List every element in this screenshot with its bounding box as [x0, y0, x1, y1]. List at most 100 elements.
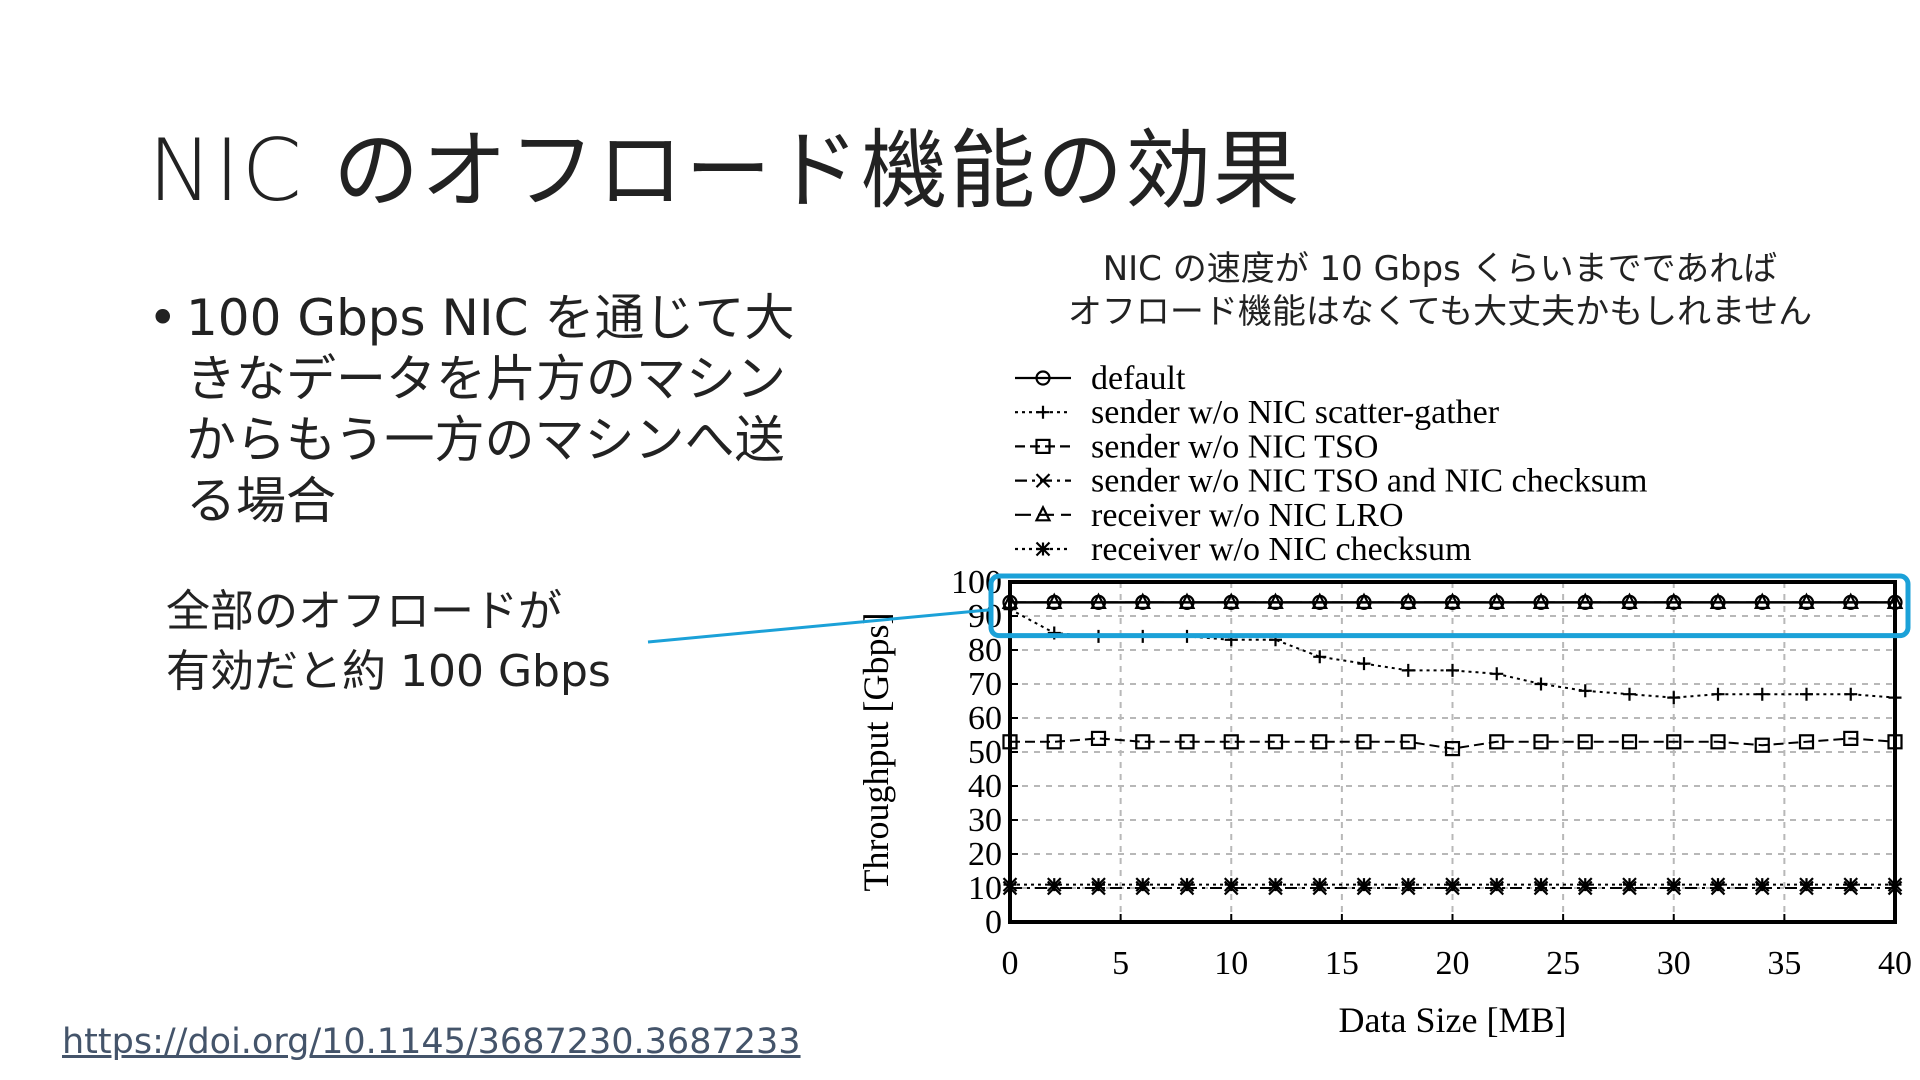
- data-point: [1534, 677, 1548, 691]
- data-point: [1357, 657, 1371, 671]
- data-point: [1709, 592, 1727, 610]
- data-point: [1799, 877, 1814, 892]
- data-point: [1399, 592, 1417, 610]
- data-point: [1843, 877, 1859, 892]
- data-point: [1312, 877, 1328, 892]
- data-point: [1754, 737, 1770, 753]
- data-point: [1798, 592, 1815, 610]
- data-point: [1622, 877, 1637, 892]
- data-point: [1754, 877, 1770, 892]
- x-tick-label: 15: [1325, 945, 1359, 982]
- data-point: [1179, 734, 1195, 750]
- data-point: [1666, 734, 1682, 750]
- data-point: [1090, 730, 1107, 747]
- series-line: [1010, 737, 1896, 750]
- bullet-list: 100 Gbps NIC を通じて大きなデータを片方のマシンからもう一方のマシン…: [148, 288, 808, 532]
- legend-label: sender w/o NIC scatter-gather: [1091, 394, 1500, 431]
- highlight-box: [988, 573, 1911, 639]
- y-tick-label: 10: [968, 870, 1002, 907]
- plot-frame: [1008, 580, 1897, 924]
- data-point: [1223, 877, 1239, 892]
- data-point: [1843, 730, 1859, 747]
- callout-line-2: 有効だと約 100 Gbps: [166, 646, 611, 697]
- y-tick-label: 0: [985, 904, 1002, 941]
- data-point: [1091, 877, 1106, 892]
- data-point: [1311, 592, 1329, 610]
- data-point: [1577, 734, 1593, 750]
- data-point: [1667, 691, 1681, 705]
- data-point: [1046, 734, 1062, 750]
- data-point: [1135, 877, 1151, 892]
- data-point: [1446, 663, 1459, 677]
- data-point: [1312, 734, 1328, 750]
- data-point: [1313, 650, 1327, 664]
- y-tick-label: 20: [968, 836, 1002, 873]
- legend-marker: [1036, 405, 1050, 419]
- data-point: [1621, 592, 1638, 610]
- legend-marker: [1034, 504, 1052, 522]
- data-point: [1532, 592, 1550, 610]
- x-tick-label: 30: [1657, 945, 1691, 982]
- data-point: [1755, 687, 1769, 701]
- data-point: [1090, 592, 1107, 610]
- data-point: [1800, 687, 1813, 701]
- y-tick-label: 60: [968, 700, 1002, 737]
- data-point: [1577, 877, 1593, 892]
- legend-label: sender w/o NIC TSO: [1091, 428, 1378, 465]
- y-tick-label: 100: [951, 564, 1002, 601]
- x-tick-label: 35: [1767, 945, 1801, 982]
- data-point: [1445, 877, 1460, 892]
- data-point: [1489, 734, 1505, 750]
- doi-link[interactable]: https://doi.org/10.1145/3687230.3687233: [62, 1022, 801, 1062]
- y-tick-label: 80: [968, 632, 1002, 669]
- data-point: [1710, 734, 1726, 750]
- data-point: [1621, 734, 1638, 750]
- legend-marker: [1035, 438, 1051, 454]
- x-tick-label: 5: [1112, 945, 1129, 982]
- callout-line-1: 全部のオフロードが: [166, 586, 562, 637]
- data-point: [1222, 592, 1240, 610]
- x-tick-label: 0: [1002, 945, 1019, 982]
- data-point: [1046, 877, 1062, 892]
- chart-note-line-1: NIC の速度が 10 Gbps くらいまでであれば: [1102, 249, 1778, 289]
- x-tick-label: 20: [1436, 945, 1470, 982]
- data-point: [1178, 592, 1196, 610]
- x-tick-label: 10: [1214, 945, 1248, 982]
- data-point: [1400, 734, 1416, 750]
- y-tick-label: 30: [968, 802, 1002, 839]
- data-point: [1490, 667, 1504, 681]
- data-point: [1710, 877, 1726, 892]
- data-point: [1267, 592, 1284, 610]
- chart-note-line-2: オフロード機能はなくても大丈夫かもしれません: [1067, 292, 1813, 332]
- data-point: [1135, 734, 1151, 750]
- data-point: [1179, 877, 1195, 892]
- data-point: [1489, 877, 1505, 892]
- data-point: [1401, 663, 1415, 677]
- data-point: [1356, 877, 1372, 892]
- data-point: [1576, 592, 1594, 610]
- callout-text: 全部のオフロードが 有効だと約 100 Gbps: [166, 582, 611, 702]
- data-point: [1444, 592, 1461, 610]
- y-tick-label: 50: [968, 734, 1002, 771]
- data-point: [1355, 592, 1373, 610]
- legend-marker: [1035, 370, 1051, 386]
- data-point: [1798, 734, 1815, 750]
- y-tick-label: 90: [968, 598, 1002, 635]
- y-tick-label: 40: [968, 768, 1002, 805]
- data-point: [1356, 734, 1372, 750]
- data-point: [1753, 592, 1771, 610]
- x-tick-label: 25: [1546, 945, 1580, 982]
- data-point: [1844, 687, 1858, 701]
- data-point: [1444, 740, 1461, 757]
- data-point: [1267, 734, 1284, 750]
- legend-label: receiver w/o NIC LRO: [1091, 497, 1404, 534]
- callout-connector: [647, 608, 993, 644]
- x-tick-label: 40: [1878, 945, 1912, 982]
- data-point: [1268, 877, 1283, 892]
- series-line: [1009, 608, 1896, 699]
- y-tick-label: 70: [968, 666, 1002, 703]
- data-point: [1665, 592, 1683, 610]
- legend-label: receiver w/o NIC checksum: [1091, 531, 1471, 568]
